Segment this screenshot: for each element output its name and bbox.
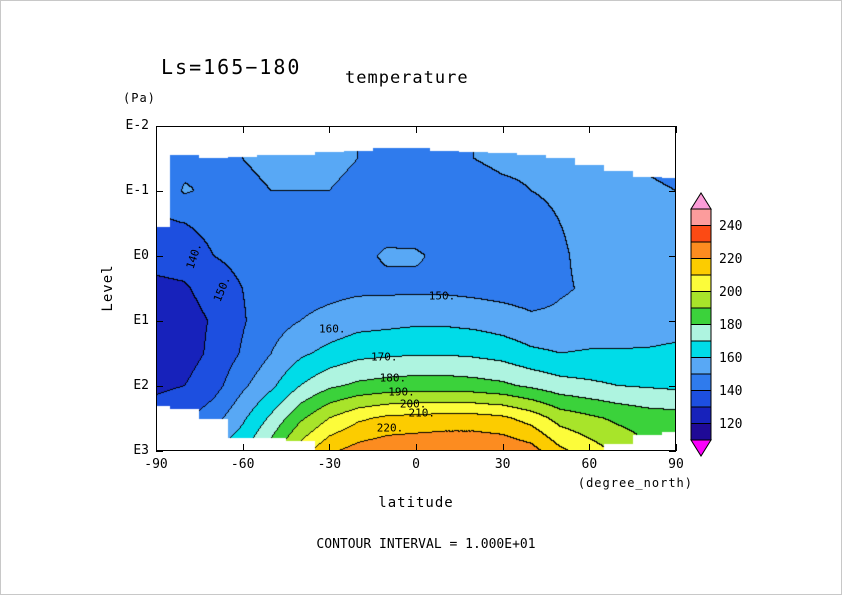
x-axis-tick	[242, 444, 244, 451]
x-axis-label: latitude	[378, 495, 454, 511]
y-axis-tick-label: E0	[133, 248, 149, 263]
y-axis-tick-label: E-1	[125, 183, 149, 198]
colorbar-tick-label: 140	[719, 384, 742, 399]
colorbar-segment	[690, 258, 712, 276]
y-axis-tick-label: E3	[133, 443, 149, 458]
x-axis-tick	[156, 444, 157, 451]
x-axis-tick	[416, 126, 417, 133]
x-axis-tick	[589, 444, 591, 451]
y-axis-tick	[669, 191, 676, 192]
x-axis-tick	[329, 126, 331, 133]
y-axis-label: Level	[100, 264, 116, 312]
y-axis-unit-label: (Pa)	[123, 91, 156, 105]
colorbar-segment	[690, 291, 712, 309]
x-axis-tick-label: 60	[581, 457, 598, 472]
colorbar-tick-label: 180	[719, 318, 742, 333]
colorbar-under-triangle	[690, 439, 712, 457]
colorbar-segment	[690, 324, 712, 342]
colorbar-tick-label: 200	[719, 285, 742, 300]
x-axis-tick	[676, 126, 677, 133]
x-axis-tick	[242, 126, 244, 133]
colorbar-segment	[690, 357, 712, 375]
colorbar-segment	[690, 208, 712, 226]
x-axis-tick-label: -30	[317, 457, 342, 472]
colorbar: 240 220 200 180 160 140 120	[690, 192, 742, 457]
y-axis-tick-label: E-2	[125, 118, 149, 133]
colorbar-segment	[690, 423, 712, 441]
x-axis-tick-label: 0	[412, 457, 420, 472]
y-axis-tick	[669, 256, 676, 257]
plot-subtitle-ls: Ls=165−180	[161, 55, 302, 79]
x-axis-tick-label: 90	[668, 457, 684, 472]
y-axis-tick	[156, 256, 163, 257]
colorbar-segment	[690, 390, 712, 408]
y-axis-tick	[156, 451, 163, 452]
y-axis-tick-label: E2	[133, 378, 149, 393]
y-axis-tick	[156, 126, 163, 127]
x-axis-tick	[416, 444, 417, 451]
colorbar-segment	[690, 406, 712, 424]
colorbar-tick-label: 120	[719, 417, 742, 432]
y-axis-tick	[669, 126, 676, 127]
colorbar-segment	[690, 340, 712, 358]
contour-interval-note: CONTOUR INTERVAL = 1.000E+01	[316, 537, 536, 552]
colorbar-tick-label: 240	[719, 219, 742, 234]
y-axis-tick	[156, 386, 163, 387]
x-axis-tick	[502, 126, 504, 133]
colorbar-tick-label: 160	[719, 351, 742, 366]
x-axis-tick	[502, 444, 504, 451]
y-axis-tick	[669, 451, 676, 452]
x-axis-tick	[156, 126, 157, 133]
x-axis-unit-label: (degree_north)	[577, 476, 693, 490]
y-axis-tick	[156, 191, 163, 192]
colorbar-segment	[690, 307, 712, 325]
colorbar-segment	[690, 225, 712, 243]
colorbar-segment	[690, 241, 712, 259]
colorbar-over-triangle	[690, 192, 712, 210]
colorbar-tick-label: 220	[719, 252, 742, 267]
x-axis-tick-label: 30	[494, 457, 511, 472]
y-axis-tick-label: E1	[133, 313, 149, 328]
colorbar-segment	[690, 373, 712, 391]
y-axis-tick	[669, 386, 676, 387]
x-axis-tick-label: -90	[144, 457, 168, 472]
plot-title: temperature	[345, 68, 469, 88]
x-axis-tick	[676, 444, 677, 451]
x-axis-tick	[329, 444, 331, 451]
y-axis-tick	[669, 321, 676, 322]
colorbar-segment	[690, 274, 712, 292]
y-axis-tick	[156, 321, 163, 322]
contour-field-canvas	[156, 126, 676, 451]
x-axis-tick	[589, 126, 591, 133]
x-axis-tick-label: -60	[230, 457, 255, 472]
